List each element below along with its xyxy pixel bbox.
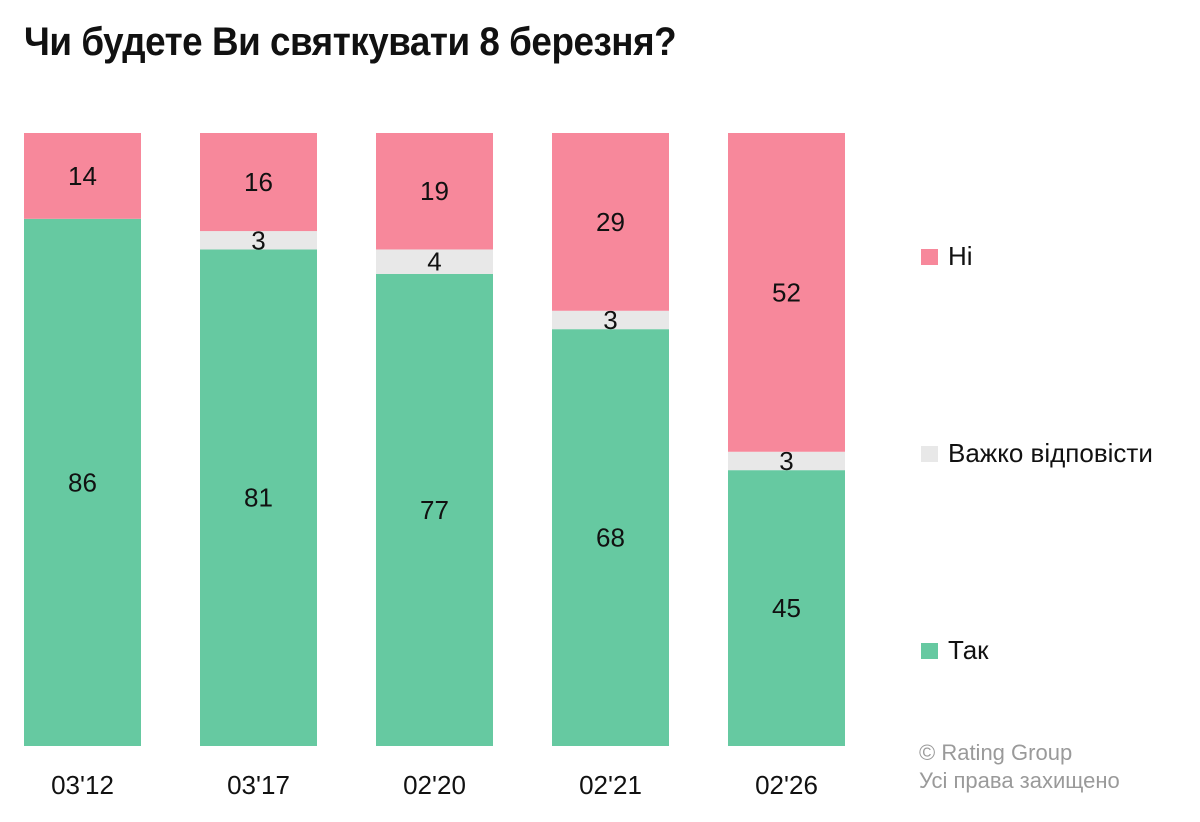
bar-segment bbox=[552, 329, 669, 746]
chart-title: Чи будете Ви святкувати 8 березня? bbox=[24, 20, 677, 64]
data-label: 68 bbox=[596, 523, 625, 553]
bar-segment bbox=[24, 218, 141, 746]
x-tick-label: 02'20 bbox=[403, 770, 466, 800]
bar-segment bbox=[376, 133, 493, 250]
stacked-bar-chart: 86 14 03'12 81 3 16 03'17 77 4 19 02'20 68 3 29 02'21 4… bbox=[24, 133, 845, 800]
legend-label: Важко відповісти bbox=[948, 438, 1153, 468]
bar-segment bbox=[728, 470, 845, 746]
legend-item-yes: Так bbox=[921, 635, 989, 666]
data-label: 3 bbox=[603, 305, 617, 335]
data-label: 14 bbox=[68, 161, 97, 191]
x-tick-label: 02'26 bbox=[755, 770, 818, 800]
rights-notice: Усі права захищено bbox=[919, 768, 1120, 793]
data-label: 4 bbox=[427, 247, 441, 277]
data-label: 52 bbox=[772, 277, 801, 307]
x-tick-label: 03'17 bbox=[227, 770, 290, 800]
bar-segment bbox=[728, 451, 845, 471]
data-label: 81 bbox=[244, 483, 273, 513]
bar-segment bbox=[200, 249, 317, 746]
bar-segment bbox=[200, 133, 317, 232]
bar-segment bbox=[728, 133, 845, 452]
data-label: 77 bbox=[420, 495, 449, 525]
copyright: © Rating Group bbox=[919, 740, 1073, 765]
data-label: 45 bbox=[772, 593, 801, 623]
data-label: 16 bbox=[244, 167, 273, 197]
data-label: 86 bbox=[68, 467, 97, 497]
bar-segment bbox=[200, 231, 317, 250]
x-tick-label: 03'12 bbox=[51, 770, 114, 800]
bar-segment bbox=[552, 133, 669, 311]
x-tick-label: 02'21 bbox=[579, 770, 642, 800]
data-label: 29 bbox=[596, 207, 625, 237]
legend-label: Так bbox=[948, 635, 989, 665]
legend-item-hard-to-say: Важко відповісти bbox=[921, 438, 1153, 469]
bar-segment bbox=[552, 310, 669, 330]
legend-swatch bbox=[921, 642, 938, 659]
bar-segment bbox=[24, 133, 141, 219]
legend-swatch bbox=[921, 248, 938, 265]
legend-swatch bbox=[921, 445, 938, 462]
data-label: 19 bbox=[420, 176, 449, 206]
bar-segment bbox=[376, 273, 493, 746]
bar-segment bbox=[376, 249, 493, 274]
legend-label: Ні bbox=[948, 241, 973, 271]
data-label: 3 bbox=[251, 225, 265, 255]
data-label: 3 bbox=[779, 446, 793, 476]
legend-item-no: Ні bbox=[921, 241, 973, 272]
